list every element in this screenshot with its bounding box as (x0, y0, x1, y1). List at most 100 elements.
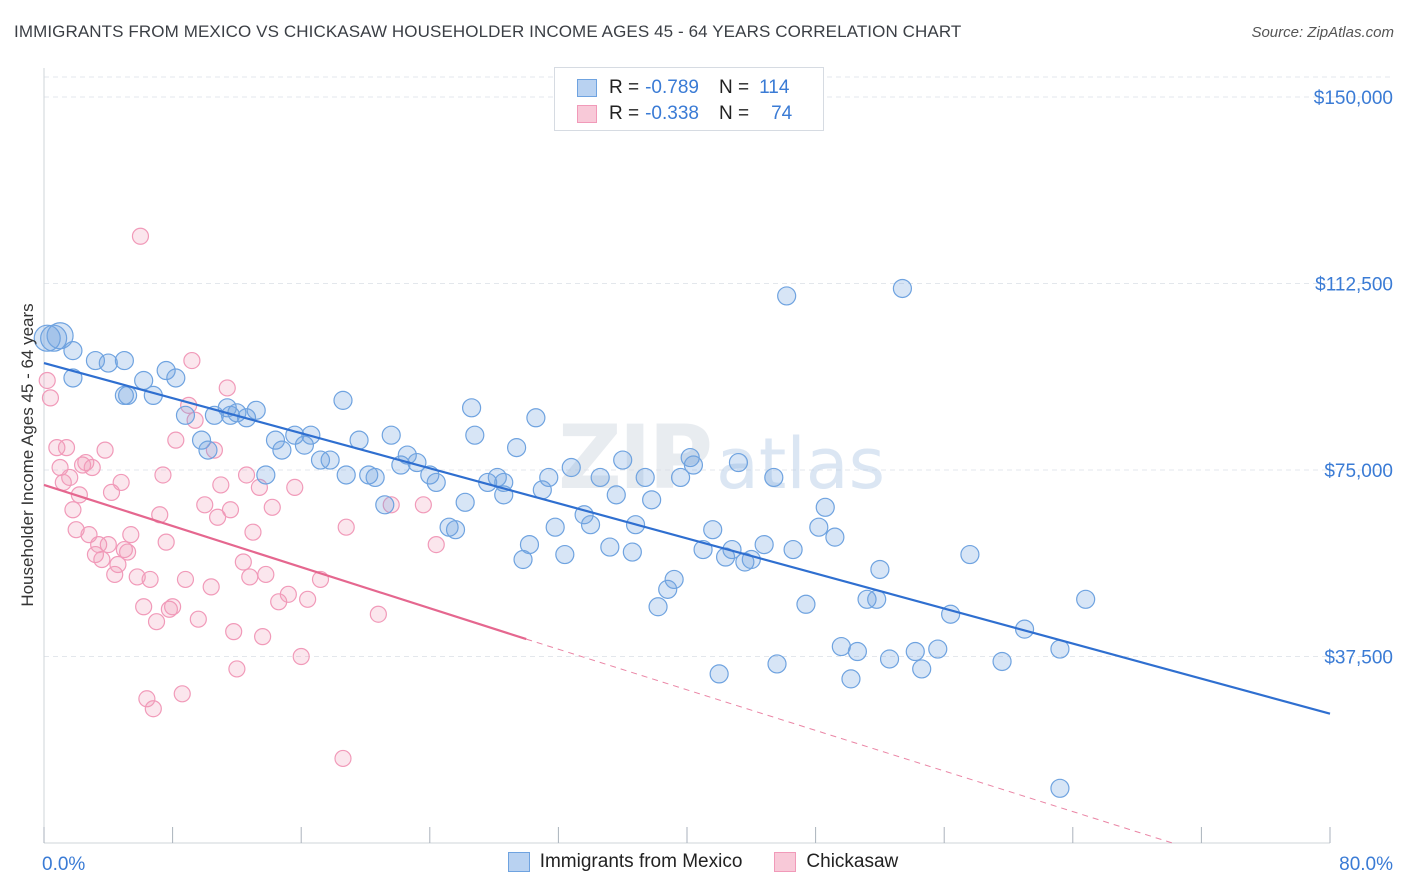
data-point-mexico (175, 405, 196, 425)
data-point-chickasaw (93, 550, 111, 569)
data-point-mexico (519, 534, 540, 555)
data-point-chickasaw (237, 466, 256, 484)
data-point-chickasaw (205, 441, 223, 459)
data-point-mexico (831, 636, 851, 657)
x-tick-label-max: 80.0% (1339, 854, 1393, 875)
data-point-mexico (683, 455, 704, 475)
legend-item-chickasaw[interactable]: Chickasaw (774, 851, 898, 873)
trendline-chickasaw-extension (526, 638, 1173, 844)
data-point-chickasaw (41, 389, 60, 407)
data-point-chickasaw (279, 585, 297, 603)
data-point-mexico (879, 649, 900, 669)
data-point-chickasaw (176, 570, 195, 589)
data-point-mexico (465, 425, 485, 445)
data-point-mexico (809, 517, 829, 537)
r-label: R = (609, 77, 640, 98)
data-point-chickasaw (164, 598, 182, 616)
data-point-mexico (256, 465, 276, 485)
y-tick-label: $112,500 (1315, 275, 1393, 296)
data-point-mexico (526, 408, 546, 428)
data-point-mexico (728, 452, 749, 473)
legend-item-mexico[interactable]: Immigrants from Mexico (507, 851, 743, 873)
data-point-chickasaw (96, 441, 114, 459)
data-point-mexico (561, 457, 581, 478)
data-point-mexico (912, 659, 932, 679)
data-point-chickasaw (427, 535, 445, 554)
data-point-chickasaw (382, 496, 400, 514)
data-point-chickasaw (154, 466, 172, 484)
trendline-mexico (43, 362, 1331, 715)
data-point-mexico (642, 490, 662, 510)
n-value-chickasaw: 74 (771, 103, 793, 124)
data-point-mexico (381, 425, 401, 445)
data-point-mexico (857, 589, 877, 609)
data-point-mexico (507, 438, 527, 458)
data-point-chickasaw (254, 628, 272, 646)
legend-swatch-chickasaw (774, 852, 797, 872)
data-point-mexico (703, 520, 723, 540)
data-point-mexico (825, 527, 845, 547)
data-point-chickasaw (218, 379, 236, 397)
data-point-mexico (1050, 778, 1070, 798)
legend: Immigrants from Mexico Chickasaw (0, 851, 1406, 873)
data-point-mexico (847, 641, 867, 662)
data-point-mexico (375, 495, 395, 515)
data-point-mexico (98, 353, 118, 373)
data-point-chickasaw (112, 473, 130, 492)
stat-row-chickasaw: R = -0.338 N = 74 (577, 102, 792, 126)
data-point-chickasaw (141, 570, 159, 589)
data-point-chickasaw (122, 526, 140, 544)
legend-label-mexico: Immigrants from Mexico (539, 851, 743, 872)
data-point-chickasaw (131, 227, 150, 245)
y-axis-label: Householder Income Ages 45 - 64 years (18, 303, 37, 606)
watermark-zip: ZIP (558, 406, 710, 509)
data-point-mexico (905, 641, 925, 662)
trend-lines (43, 362, 1331, 844)
data-point-mexico (960, 544, 980, 565)
data-point-chickasaw (334, 749, 352, 768)
data-point-mexico (574, 505, 594, 525)
data-point-chickasaw (286, 478, 304, 497)
data-point-chickasaw (67, 521, 85, 539)
data-point-mexico (764, 467, 784, 488)
data-point-chickasaw (128, 568, 146, 586)
data-point-mexico (658, 579, 678, 599)
data-point-chickasaw (189, 610, 207, 628)
data-point-chickasaw (109, 555, 127, 574)
data-point-mexico (426, 472, 446, 493)
data-point-mexico (590, 467, 610, 488)
data-point-mexico (783, 539, 803, 560)
axes (43, 68, 1331, 844)
data-point-mexico (622, 542, 642, 562)
data-point-mexico (892, 278, 913, 299)
data-point-chickasaw (38, 371, 56, 390)
watermark-atlas: atlas (716, 423, 885, 505)
data-point-mexico (928, 639, 948, 659)
n-label: N = (718, 77, 750, 98)
data-point-chickasaw (369, 605, 387, 623)
data-point-chickasaw (83, 458, 101, 477)
data-point-mexico (555, 544, 575, 565)
data-point-mexico (992, 651, 1012, 672)
data-point-mexico (397, 445, 417, 465)
data-point-chickasaw (186, 411, 204, 429)
correlation-stats-box: R = -0.789 N = 114 R = -0.338 N = 74 (554, 67, 824, 131)
data-point-chickasaw (209, 508, 227, 526)
data-point-chickasaw (299, 590, 317, 608)
data-point-chickasaw (157, 533, 175, 551)
data-point-chickasaw (99, 535, 117, 554)
data-point-mexico (841, 669, 861, 689)
data-point-mexico (754, 534, 774, 555)
data-point-chickasaw (337, 518, 355, 536)
legend-swatch-mexico (507, 852, 530, 872)
data-point-chickasaw (147, 613, 166, 631)
data-point-mexico (191, 430, 212, 450)
data-point-mexico (870, 559, 890, 580)
mexico-points (33, 278, 1096, 798)
data-point-chickasaw (144, 700, 162, 718)
data-point-mexico (114, 350, 134, 371)
data-point-mexico (815, 497, 835, 517)
data-point-chickasaw (228, 660, 246, 678)
y-tick-label: $75,000 (1324, 461, 1393, 482)
